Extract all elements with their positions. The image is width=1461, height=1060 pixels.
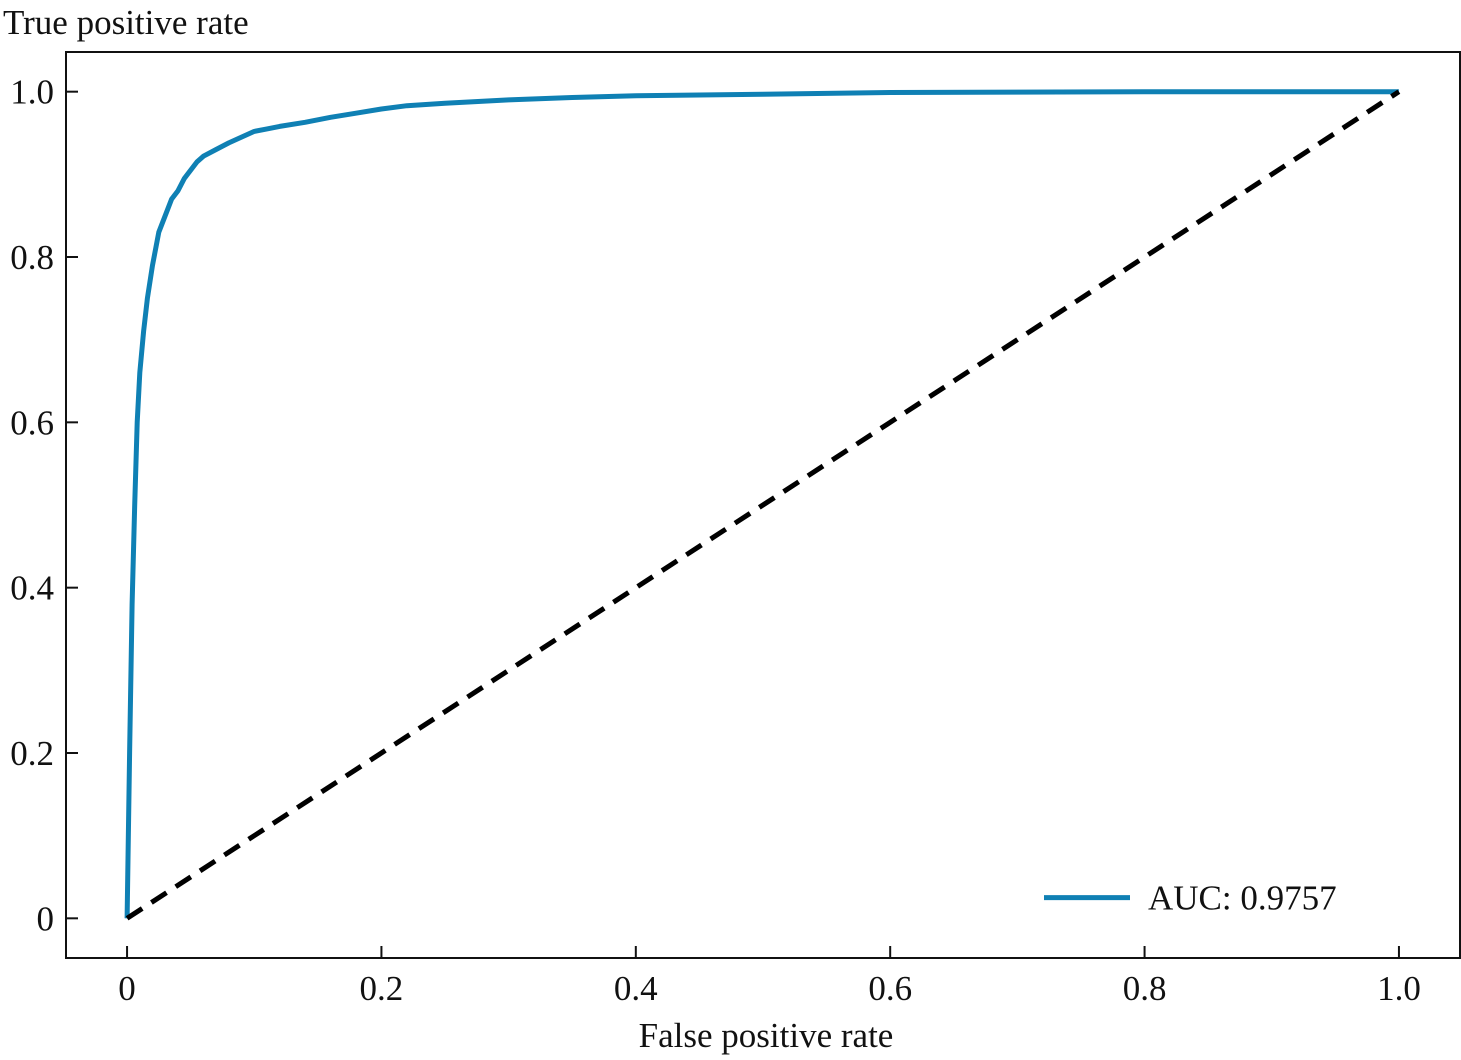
roc-curve-line (124, 89, 1399, 919)
plot-border (65, 51, 1461, 959)
series-layer (124, 89, 1401, 921)
x-tick-label: 0.8 (1123, 969, 1167, 1008)
chance-diagonal-line (125, 89, 1401, 921)
x-tick-label: 0 (118, 969, 136, 1008)
y-axis-ticks: 0 0.2 0.4 0.6 0.8 1.0 (10, 73, 78, 938)
x-tick-label: 0.2 (360, 969, 404, 1008)
legend: AUC: 0.9757 (1044, 879, 1337, 918)
x-tick-label: 0.6 (868, 969, 912, 1008)
y-tick-label: 1.0 (10, 73, 54, 112)
y-tick-label: 0.4 (10, 569, 54, 608)
x-tick-label: 1.0 (1377, 969, 1421, 1008)
legend-label: AUC: 0.9757 (1148, 879, 1337, 918)
y-tick-label: 0.2 (10, 734, 54, 773)
y-tick-label: 0 (37, 899, 55, 938)
y-axis-label: True positive rate (3, 3, 249, 42)
x-tick-label: 0.4 (614, 969, 658, 1008)
plot-frame (65, 51, 1461, 959)
y-tick-label: 0.6 (10, 403, 54, 442)
y-tick-label: 0.8 (10, 238, 54, 277)
x-axis-label: False positive rate (639, 1016, 894, 1055)
x-axis-ticks: 0 0.2 0.4 0.6 0.8 1.0 (118, 946, 1421, 1008)
